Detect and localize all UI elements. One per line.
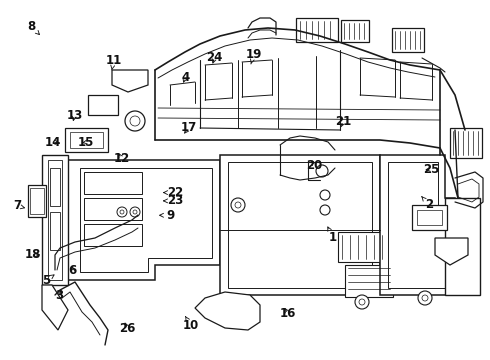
Text: 25: 25 bbox=[423, 163, 440, 176]
Text: 13: 13 bbox=[66, 109, 83, 122]
Polygon shape bbox=[445, 198, 480, 295]
Text: 26: 26 bbox=[119, 322, 136, 335]
Polygon shape bbox=[80, 168, 212, 272]
Polygon shape bbox=[195, 292, 260, 330]
Text: 21: 21 bbox=[335, 115, 351, 128]
Text: 5: 5 bbox=[43, 274, 54, 287]
Text: 11: 11 bbox=[105, 54, 122, 70]
Text: 18: 18 bbox=[25, 248, 42, 261]
Text: 15: 15 bbox=[77, 136, 94, 149]
Text: 3: 3 bbox=[55, 289, 63, 302]
Bar bbox=[338, 232, 390, 262]
Circle shape bbox=[359, 299, 365, 305]
Polygon shape bbox=[42, 285, 68, 330]
Circle shape bbox=[355, 295, 369, 309]
Polygon shape bbox=[220, 155, 380, 295]
Text: 7: 7 bbox=[13, 199, 24, 212]
Bar bbox=[450, 128, 482, 158]
Polygon shape bbox=[388, 162, 448, 288]
Bar bbox=[417, 210, 442, 225]
Bar bbox=[345, 265, 393, 297]
Text: 4: 4 bbox=[181, 71, 189, 84]
Circle shape bbox=[125, 111, 145, 131]
Bar bbox=[28, 185, 46, 217]
Bar bbox=[392, 28, 424, 52]
Text: 1: 1 bbox=[328, 227, 337, 244]
Circle shape bbox=[320, 205, 330, 215]
Bar bbox=[50, 212, 60, 250]
Text: 20: 20 bbox=[306, 159, 323, 172]
Text: 16: 16 bbox=[280, 307, 296, 320]
Text: 19: 19 bbox=[245, 48, 262, 64]
Text: 8: 8 bbox=[28, 21, 40, 35]
Bar bbox=[84, 172, 142, 194]
Polygon shape bbox=[68, 160, 220, 280]
Polygon shape bbox=[435, 238, 468, 265]
Text: 17: 17 bbox=[180, 121, 197, 134]
Text: 9: 9 bbox=[160, 209, 174, 222]
Text: 23: 23 bbox=[164, 194, 184, 207]
Circle shape bbox=[120, 210, 124, 214]
Text: 24: 24 bbox=[206, 51, 223, 64]
Circle shape bbox=[130, 207, 140, 217]
Circle shape bbox=[320, 190, 330, 200]
Polygon shape bbox=[228, 162, 372, 288]
Circle shape bbox=[235, 202, 241, 208]
Bar bbox=[88, 95, 118, 115]
Bar bbox=[341, 20, 369, 42]
Circle shape bbox=[231, 198, 245, 212]
Bar bbox=[50, 168, 60, 206]
Text: 14: 14 bbox=[45, 136, 61, 149]
Bar bbox=[296, 18, 338, 42]
Polygon shape bbox=[112, 70, 148, 92]
Bar bbox=[84, 224, 142, 246]
Circle shape bbox=[117, 207, 127, 217]
Circle shape bbox=[316, 165, 328, 177]
Bar bbox=[30, 188, 44, 214]
Text: 22: 22 bbox=[164, 186, 184, 199]
Circle shape bbox=[422, 295, 428, 301]
Text: 12: 12 bbox=[113, 152, 130, 165]
Polygon shape bbox=[42, 155, 68, 285]
Bar bbox=[70, 132, 103, 148]
Bar bbox=[412, 205, 447, 230]
Circle shape bbox=[133, 210, 137, 214]
Bar bbox=[84, 198, 142, 220]
Bar bbox=[65, 128, 108, 152]
Polygon shape bbox=[48, 160, 62, 280]
Text: 6: 6 bbox=[69, 264, 76, 277]
Text: 2: 2 bbox=[422, 197, 433, 211]
Circle shape bbox=[418, 291, 432, 305]
Polygon shape bbox=[380, 155, 455, 295]
Circle shape bbox=[130, 116, 140, 126]
Text: 10: 10 bbox=[183, 316, 199, 332]
